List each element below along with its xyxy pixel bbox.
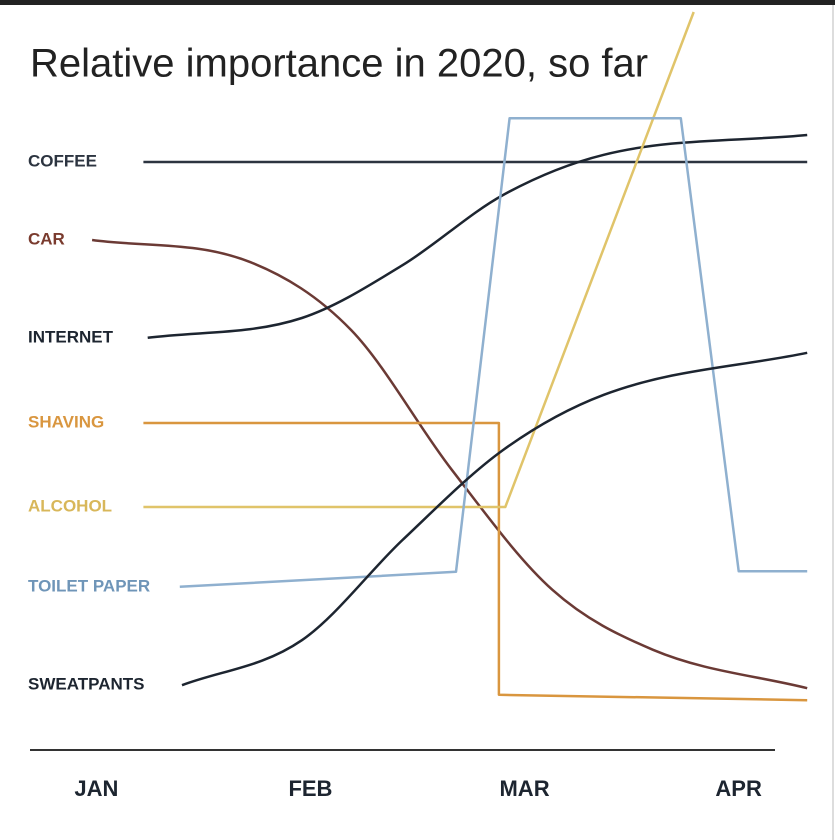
chart-title: Relative importance in 2020, so far xyxy=(30,42,648,86)
x-tick-label: MAR xyxy=(499,776,549,801)
legend-label: SHAVING xyxy=(28,412,104,431)
legend-label: TOILET PAPER xyxy=(28,576,150,595)
legend-label: SWEATPANTS xyxy=(28,675,144,694)
x-tick-label: FEB xyxy=(288,776,332,801)
series-line xyxy=(91,238,808,690)
series-line xyxy=(143,421,808,702)
series-line xyxy=(143,11,695,509)
legend-label: COFFEE xyxy=(28,151,97,170)
series-line xyxy=(179,116,808,589)
legend-label: CAR xyxy=(28,229,65,248)
series-line xyxy=(181,351,808,687)
x-tick-label: JAN xyxy=(74,776,118,801)
plot-area xyxy=(91,11,808,702)
x-tick-label: APR xyxy=(715,776,762,801)
series-line xyxy=(147,133,808,340)
top-bar xyxy=(0,0,835,5)
legend-label: INTERNET xyxy=(28,327,114,346)
legend-label: ALCOHOL xyxy=(28,496,112,515)
